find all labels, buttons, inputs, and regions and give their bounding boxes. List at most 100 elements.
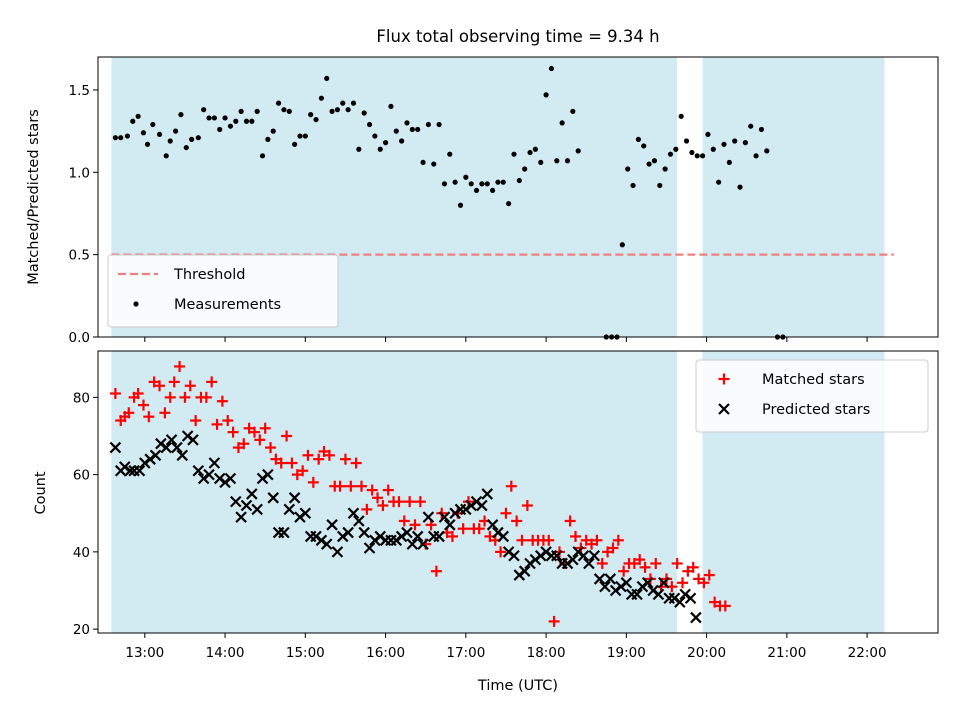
x-axis-label: Time (UTC)	[477, 678, 558, 694]
legend-marker	[133, 301, 139, 307]
data-point-stroke	[171, 441, 183, 454]
data-point	[705, 131, 711, 138]
data-point-stroke	[690, 611, 702, 624]
x-tick-label: 17:00	[446, 645, 485, 661]
data-point	[246, 488, 258, 500]
data-point-stroke	[187, 434, 199, 446]
data-point	[604, 573, 617, 585]
data-point	[671, 557, 683, 569]
data-point	[650, 557, 662, 569]
y-tick-label: 1.0	[69, 165, 90, 181]
data-point	[699, 153, 706, 159]
data-point-stroke	[133, 464, 146, 477]
data-point	[570, 108, 576, 114]
data-point-stroke	[246, 488, 258, 500]
data-point	[168, 376, 180, 388]
legend-marker	[718, 373, 730, 385]
data-point-stroke	[192, 464, 205, 477]
data-point	[190, 415, 202, 427]
data-point	[243, 118, 250, 124]
data-point-stroke	[267, 492, 280, 504]
data-point	[283, 503, 296, 516]
data-point	[570, 530, 582, 542]
data-point-stroke	[476, 499, 488, 512]
data-point	[393, 496, 405, 508]
legend: Threshold Measurements	[107, 254, 339, 328]
data-point-stroke	[406, 538, 419, 550]
data-point-stroke	[160, 441, 172, 454]
data-point	[288, 492, 301, 504]
data-point	[144, 141, 151, 147]
data-point	[505, 480, 517, 492]
data-point	[689, 149, 695, 156]
data-point	[446, 530, 458, 542]
data-point	[433, 530, 445, 543]
data-point	[235, 511, 247, 523]
data-point-stroke	[235, 511, 247, 523]
x-tick-label: 15:00	[286, 645, 325, 661]
data-point	[634, 554, 646, 566]
data-point	[350, 457, 362, 469]
data-point	[372, 133, 378, 139]
data-point	[165, 434, 178, 446]
data-point	[564, 158, 571, 164]
data-point	[658, 577, 670, 589]
data-point	[641, 143, 647, 149]
data-point	[176, 449, 189, 462]
plot-frame	[97, 56, 939, 338]
data-point	[551, 549, 563, 562]
data-point-stroke	[652, 588, 665, 601]
data-point	[436, 121, 442, 128]
data-point	[393, 128, 399, 134]
data-point	[538, 159, 544, 166]
data-point	[265, 136, 271, 142]
data-point	[164, 391, 176, 403]
x-tick-label: 21:00	[767, 645, 806, 661]
data-point	[481, 488, 494, 500]
data-point-stroke	[599, 580, 611, 593]
data-point	[227, 123, 234, 129]
data-point	[406, 538, 419, 550]
data-point	[361, 110, 367, 116]
data-point	[159, 407, 171, 419]
data-point	[721, 141, 727, 147]
plot-frame	[97, 350, 939, 634]
data-point-stroke	[149, 449, 162, 462]
data-point	[404, 120, 410, 126]
y-tick-label: 1.5	[69, 83, 90, 99]
data-point	[342, 526, 354, 539]
data-point	[254, 434, 266, 446]
data-point	[217, 126, 223, 133]
data-point	[297, 133, 303, 139]
data-point	[673, 146, 679, 152]
data-point	[297, 465, 309, 477]
data-point	[532, 146, 538, 152]
data-point	[174, 360, 186, 372]
data-point	[133, 464, 146, 477]
data-point	[674, 596, 686, 608]
data-point	[495, 179, 501, 185]
data-point	[233, 118, 239, 124]
data-point	[575, 148, 581, 154]
y-tick-label: 20	[73, 622, 90, 638]
data-point	[630, 182, 636, 189]
data-point	[286, 108, 292, 114]
data-point	[625, 166, 631, 172]
x-tick-label: 18:00	[527, 645, 566, 661]
data-point-stroke	[684, 592, 697, 605]
data-point	[377, 146, 383, 152]
data-point	[302, 449, 314, 461]
data-point	[318, 95, 324, 101]
data-point	[737, 184, 743, 190]
data-point	[548, 615, 560, 627]
data-point-stroke	[229, 495, 242, 508]
data-point	[372, 492, 384, 504]
data-point	[313, 116, 319, 123]
data-point	[414, 496, 426, 508]
bottom-y-axis-label: Count	[33, 471, 49, 514]
data-point	[259, 153, 266, 159]
data-point	[607, 542, 619, 554]
data-point	[495, 546, 507, 558]
data-point	[363, 542, 376, 554]
data-point	[753, 153, 759, 159]
